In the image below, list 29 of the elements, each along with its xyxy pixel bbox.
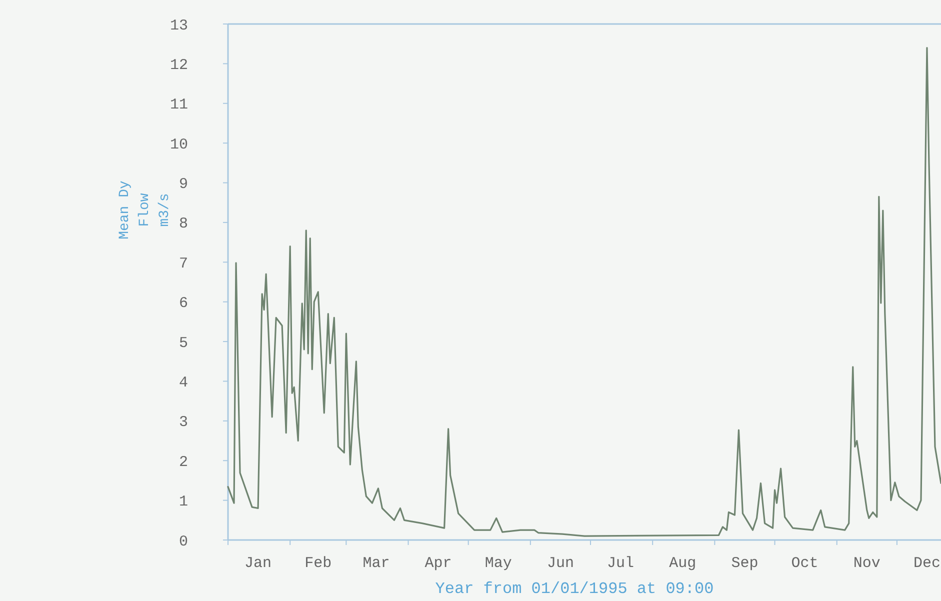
x-tick-label: Aug — [669, 555, 696, 572]
y-axis-title: Mean Dy Flow m3/s — [117, 180, 173, 240]
x-tick-label: Sep — [731, 555, 758, 572]
y-tick-label: 1 — [178, 494, 188, 511]
x-tick-label: Nov — [853, 555, 880, 572]
y-tick-label: 7 — [178, 255, 188, 272]
x-tick-label: Jul — [607, 555, 634, 572]
x-tick-label: May — [484, 555, 512, 572]
y-tick-label: 8 — [178, 216, 188, 233]
x-tick-label: Jun — [546, 555, 574, 572]
x-tick-label: Oct — [791, 555, 818, 572]
y-tick-label: 3 — [178, 414, 188, 432]
y-tick-label: 9 — [178, 176, 188, 194]
y-tick-label: 10 — [170, 136, 188, 154]
y-tick-label: 2 — [178, 454, 188, 471]
y-tick-label: 4 — [178, 374, 188, 392]
x-tick-label: Dec — [913, 555, 940, 572]
y-tick-label: 0 — [178, 533, 188, 550]
x-tick-label: Mar — [362, 555, 390, 572]
y-tick-label: 11 — [170, 96, 188, 114]
x-axis-title: Year from 01/01/1995 at 09:00 — [435, 580, 714, 598]
y-tick-label: 6 — [178, 295, 188, 312]
x-tick-label: Jan — [244, 555, 272, 572]
y-tick-label: 13 — [170, 17, 188, 34]
line-series — [227, 47, 941, 537]
x-tick-label: Apr — [424, 555, 452, 572]
y-tick-label: 5 — [178, 334, 188, 352]
y-tick-label: 12 — [170, 56, 188, 74]
x-tick-label: Feb — [304, 555, 332, 572]
